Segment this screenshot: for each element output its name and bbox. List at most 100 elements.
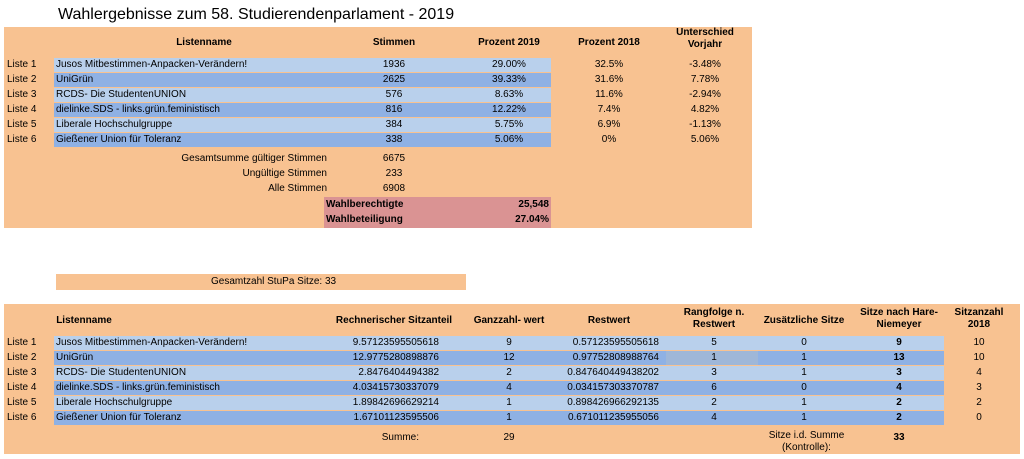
row-rangfolge: 2 — [711, 397, 717, 408]
row-p2019: 39.33% — [492, 74, 526, 85]
row-name: Gießener Union für Toleranz — [56, 412, 182, 423]
row-rangfolge: 4 — [711, 412, 717, 423]
row-stimmen: 1936 — [382, 59, 406, 70]
row-band — [54, 336, 944, 350]
row-p2019: 29.00% — [492, 59, 526, 70]
row-p2018: 11.6% — [595, 89, 623, 100]
row-stimmen: 384 — [385, 119, 403, 130]
row-p2018: 31.6% — [594, 74, 624, 85]
total-label-valid: Gesamtsumme gültiger Stimmen — [181, 153, 327, 164]
row-liste: Liste 4 — [7, 104, 37, 115]
row-p2018: 6.9% — [597, 119, 621, 130]
row-p2019: 5.06% — [494, 134, 524, 145]
row-hare: 13 — [893, 352, 905, 363]
header-unterschied: Unterschied Vorjahr — [676, 27, 734, 50]
row-sitz2018: 4 — [976, 367, 982, 378]
row-hare: 9 — [896, 337, 902, 348]
row-liste: Liste 5 — [7, 119, 37, 130]
row-hare: 2 — [896, 397, 902, 408]
header2-ganzzahl: Ganzzahl- wert — [473, 315, 545, 326]
header2-rangfolge: Rangfolge n. Restwert — [683, 307, 745, 330]
row-liste: Liste 5 — [7, 397, 37, 408]
row-rangfolge: 6 — [711, 382, 717, 393]
row-p2019: 12.22% — [492, 104, 526, 115]
row-name: Gießener Union für Toleranz — [56, 134, 182, 145]
wahlberechtigte-label: Wahlberechtigte — [326, 199, 404, 210]
kontrolle-value: 33 — [893, 432, 905, 443]
row-p2019: 8.63% — [494, 89, 524, 100]
row-liste: Liste 1 — [7, 337, 37, 348]
header-stimmen: Stimmen — [372, 37, 416, 48]
row-diff: 7.78% — [690, 74, 720, 85]
row-liste: Liste 2 — [7, 352, 37, 363]
wahlberechtigte-value: 25,548 — [518, 199, 549, 210]
row-sitz2018: 2 — [976, 397, 982, 408]
header2-zusaetzlich: Zusätzliche Sitze — [763, 315, 845, 326]
row-sitzanteil: 2.8476404494382 — [358, 367, 439, 378]
row-rangfolge: 1 — [711, 352, 717, 363]
row-diff: 4.82% — [690, 104, 720, 115]
row-restwert: 0.57123595505618 — [572, 337, 659, 348]
header-prozent-2018: Prozent 2018 — [578, 37, 640, 48]
summe-label: Summe: — [381, 432, 419, 443]
total-label-invalid: Ungültige Stimmen — [242, 168, 327, 179]
kontrolle-label: Sitze i.d. Summe (Kontrolle): — [768, 430, 845, 453]
header2-sitz2018: Sitzanzahl 2018 — [954, 307, 1004, 330]
row-rangfolge: 5 — [711, 337, 717, 348]
row-band — [54, 103, 551, 117]
row-zusaetzlich: 0 — [801, 382, 807, 393]
row-stimmen: 338 — [385, 134, 403, 145]
wahlberechtigte-band — [324, 197, 551, 228]
row-diff: -3.48% — [689, 59, 721, 70]
row-band — [54, 118, 551, 132]
gesamtzahl-bar: Gesamtzahl StuPa Sitze: 33 — [56, 274, 466, 290]
header2-sitzanteil: Rechnerischer Sitzanteil — [335, 315, 453, 326]
row-diff: -2.94% — [689, 89, 721, 100]
row-liste: Liste 3 — [7, 367, 37, 378]
rank-highlight — [666, 351, 758, 365]
row-band — [54, 73, 551, 87]
row-stimmen: 576 — [385, 89, 403, 100]
row-zusaetzlich: 0 — [801, 337, 807, 348]
row-restwert: 0.671011235955056 — [567, 412, 659, 423]
wahlbeteiligung-label: Wahlbeteiligung — [326, 214, 403, 225]
row-liste: Liste 1 — [7, 59, 37, 70]
row-p2018: 0% — [601, 134, 617, 145]
row-ganzzahl: 1 — [506, 412, 512, 423]
row-zusaetzlich: 1 — [801, 367, 807, 378]
row-name: UniGrün — [56, 74, 94, 85]
row-ganzzahl: 9 — [506, 337, 512, 348]
row-diff: 5.06% — [690, 134, 720, 145]
total-label-all: Alle Stimmen — [268, 183, 327, 194]
gesamtzahl-label: Gesamtzahl StuPa Sitze: 33 — [211, 276, 337, 287]
seat-allocation-table: Listenname Rechnerischer Sitzanteil Ganz… — [4, 304, 1020, 454]
row-sitzanteil: 4.03415730337079 — [352, 382, 439, 393]
row-liste: Liste 3 — [7, 89, 37, 100]
row-hare: 2 — [896, 412, 902, 423]
row-zusaetzlich: 1 — [801, 352, 807, 363]
row-sitz2018: 10 — [973, 352, 985, 363]
header2-listenname: Listenname — [56, 315, 112, 326]
row-band — [54, 133, 551, 147]
row-name: Jusos Mitbestimmen-Anpacken-Verändern! — [56, 59, 248, 70]
row-diff: -1.13% — [689, 119, 721, 130]
row-band — [54, 381, 944, 395]
row-name: Jusos Mitbestimmen-Anpacken-Verändern! — [56, 337, 248, 348]
row-ganzzahl: 12 — [503, 352, 515, 363]
row-p2018: 7.4% — [597, 104, 621, 115]
row-zusaetzlich: 1 — [801, 412, 807, 423]
row-band — [54, 411, 944, 425]
row-stimmen: 2625 — [382, 74, 406, 85]
row-ganzzahl: 4 — [506, 382, 512, 393]
row-sitzanteil: 1.67101123595506 — [353, 412, 439, 423]
header-prozent-2019: Prozent 2019 — [478, 37, 540, 48]
row-p2018: 32.5% — [594, 59, 624, 70]
row-liste: Liste 4 — [7, 382, 37, 393]
row-restwert: 0.898426966292135 — [567, 397, 659, 408]
row-stimmen: 816 — [385, 104, 403, 115]
header-listenname: Listenname — [176, 37, 232, 48]
row-liste: Liste 6 — [7, 134, 37, 145]
row-sitz2018: 0 — [976, 412, 982, 423]
row-liste: Liste 2 — [7, 74, 37, 85]
row-ganzzahl: 2 — [506, 367, 512, 378]
